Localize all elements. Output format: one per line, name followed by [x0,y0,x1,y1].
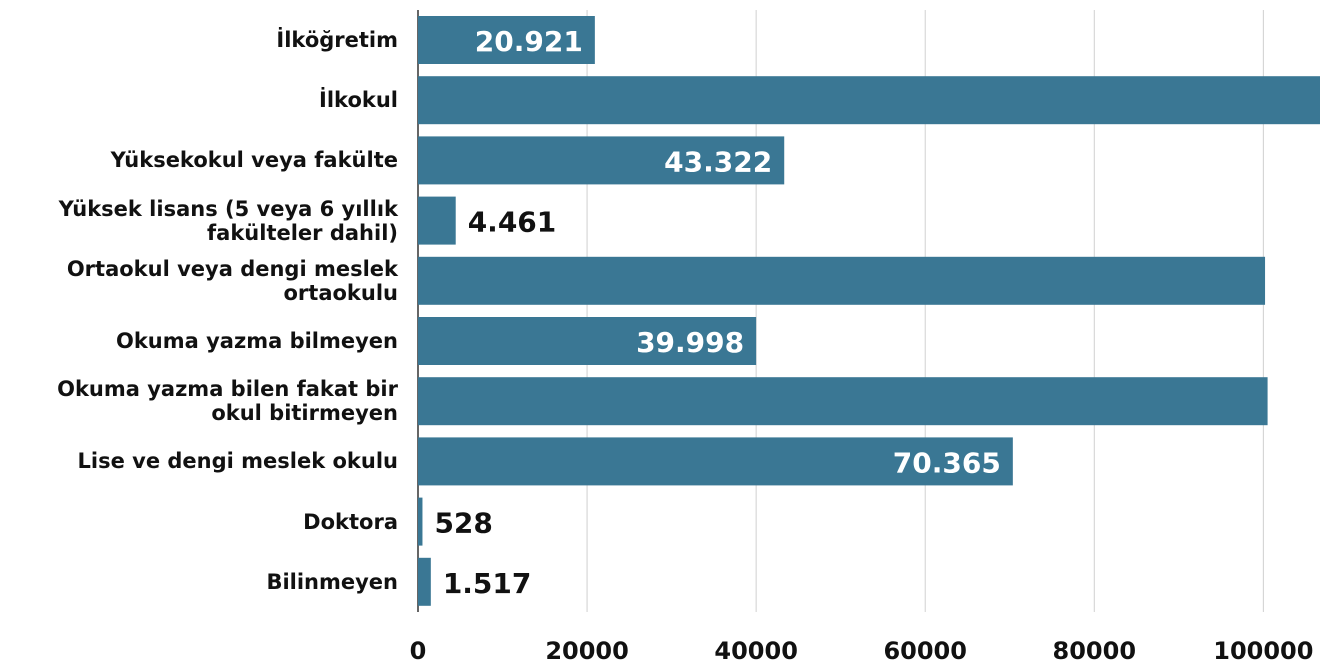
bar [418,196,456,245]
category-label: Lise ve dengi meslek okulu [77,449,398,474]
value-label: 20.921 [475,25,583,58]
bar [418,557,431,606]
bar [418,497,423,546]
category-label: Ortaokul veya dengi meslek ortaokulu [66,256,398,305]
category-label: Yüksekokul veya fakülte [110,148,398,173]
bar [418,76,1320,125]
category-label: İlköğretim [276,28,398,52]
bar [418,256,1266,305]
category-label: Yüksek lisans (5 veya 6 yıllık fakültele… [58,196,398,245]
value-label: 39.998 [636,326,744,359]
bar [418,437,1013,486]
category-label: Doktora [303,509,398,534]
x-tick-label: 60000 [883,637,967,665]
bar [418,16,595,64]
bar [418,317,757,365]
bar [418,377,1268,426]
value-label: 1.517 [443,567,532,600]
x-tick-label: 80000 [1053,637,1137,665]
category-label: Okuma yazma bilmeyen [115,329,398,353]
value-label: 70.365 [893,446,1001,479]
bar [418,136,785,185]
x-tick-label: 40000 [714,637,798,665]
x-tick-label: 0 [410,637,427,665]
x-tick-label: 100000 [1213,637,1313,665]
x-tick-label: 20000 [545,637,629,665]
value-label: 528 [434,507,492,540]
category-label: İlkokul [319,88,398,113]
category-label: Okuma yazma bilen fakat bir okul bitirme… [57,377,398,426]
category-label: Bilinmeyen [266,569,398,594]
value-label: 43.322 [664,145,772,178]
value-label: 4.461 [468,206,557,239]
